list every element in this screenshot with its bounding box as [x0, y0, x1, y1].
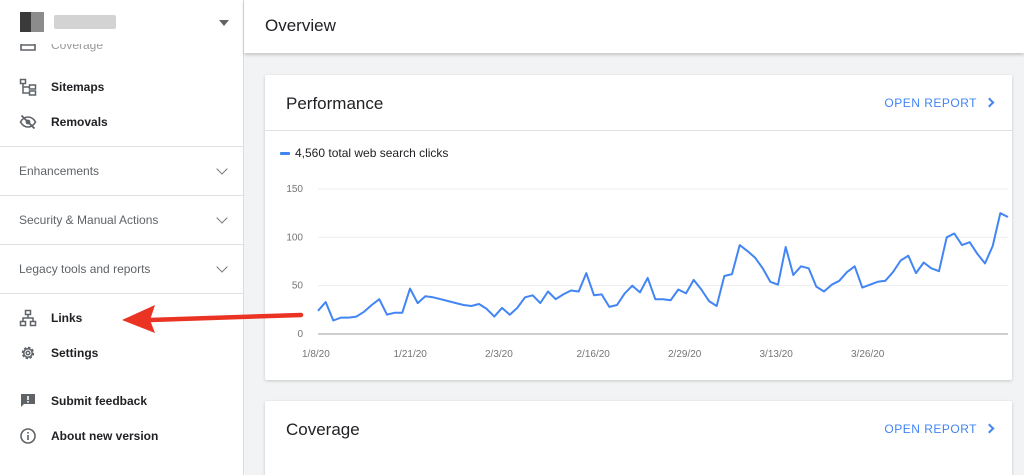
x-tick-label: 3/13/20	[760, 349, 794, 360]
links-icon	[19, 309, 37, 327]
performance-chart: 0 50 100 150 1/8/20 1/21/20 2/3/20 2/16/20 2/29/…	[286, 184, 1009, 360]
sidebar-item-removals[interactable]: Removals	[0, 105, 243, 139]
sidebar-item-label: Removals	[51, 115, 108, 129]
section-label: Legacy tools and reports	[19, 262, 151, 276]
coverage-card-title: Coverage	[286, 420, 360, 439]
coverage-open-report-link[interactable]: OPEN REPORT	[884, 422, 977, 436]
sidebar-item-about-new-version[interactable]: About new version	[0, 419, 243, 453]
sidebar-item-label: Links	[51, 311, 83, 325]
sidebar-item-submit-feedback[interactable]: Submit feedback	[0, 384, 243, 418]
card-divider	[265, 130, 1012, 131]
y-tick-label: 0	[297, 329, 303, 340]
sidebar-item-label: About new version	[51, 429, 159, 443]
legend-swatch	[280, 151, 290, 155]
chart-legend[interactable]: 4,560 total web search clicks	[280, 146, 448, 160]
property-logo	[20, 12, 44, 32]
page-title: Overview	[265, 16, 336, 35]
x-tick-label: 2/3/20	[485, 349, 513, 360]
top-bar: Overview	[244, 0, 1024, 53]
x-tick-label: 3/26/20	[851, 349, 885, 360]
sidebar-item-settings[interactable]: Settings	[0, 336, 243, 370]
sidebar-section-enhancements[interactable]: Enhancements	[0, 146, 243, 195]
y-tick-label: 100	[286, 232, 303, 243]
sidebar-item-sitemaps[interactable]: Sitemaps	[0, 70, 243, 104]
eye-off-icon	[19, 114, 37, 130]
x-tick-label: 2/29/20	[668, 349, 702, 360]
sidebar-section-security[interactable]: Security & Manual Actions	[0, 195, 243, 244]
sidebar-divider	[0, 293, 243, 294]
performance-card-title: Performance	[286, 94, 384, 113]
series-line-web-search-clicks	[317, 212, 1009, 322]
sidebar-item-label: Settings	[51, 346, 99, 360]
y-tick-label: 50	[292, 281, 304, 292]
sidebar-item-links[interactable]: Links	[0, 301, 243, 335]
caret-down-icon[interactable]	[219, 20, 229, 26]
coverage-icon	[20, 44, 36, 51]
section-label: Security & Manual Actions	[19, 213, 159, 227]
sidebar-item-label: Submit feedback	[51, 394, 148, 408]
x-tick-label: 1/8/20	[302, 349, 330, 360]
x-tick-label: 2/16/20	[577, 349, 611, 360]
y-tick-label: 150	[286, 184, 303, 195]
chevron-down-icon	[216, 212, 228, 224]
sidebar: Coverage Sitemaps Removals Enhancements	[0, 0, 244, 475]
sidebar-section-legacy-tools[interactable]: Legacy tools and reports	[0, 244, 243, 293]
chevron-right-icon[interactable]	[984, 423, 995, 434]
gear-icon	[21, 346, 35, 360]
sidebar-item-coverage[interactable]: Coverage	[0, 44, 243, 60]
section-label: Enhancements	[19, 164, 100, 178]
property-name-redacted	[54, 15, 116, 29]
coverage-card: Coverage OPEN REPORT	[265, 401, 1012, 475]
chevron-down-icon	[216, 261, 228, 273]
performance-card: Performance OPEN REPORT 4,560 total web …	[265, 75, 1012, 380]
legend-label: 4,560 total web search clicks	[295, 146, 449, 160]
feedback-icon	[21, 394, 35, 407]
sidebar-item-label: Coverage	[51, 44, 104, 52]
sitemap-icon	[19, 78, 37, 96]
property-selector[interactable]	[0, 0, 243, 44]
chevron-down-icon	[216, 163, 228, 175]
info-icon	[20, 428, 36, 444]
performance-open-report-link[interactable]: OPEN REPORT	[884, 96, 977, 110]
sidebar-item-label: Sitemaps	[51, 80, 105, 94]
x-tick-label: 1/21/20	[394, 349, 428, 360]
